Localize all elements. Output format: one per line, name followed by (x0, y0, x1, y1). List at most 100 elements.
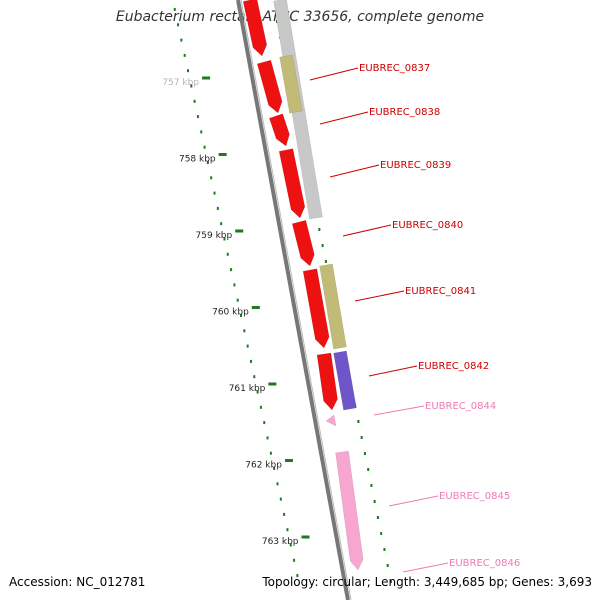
gene-labels: EUBREC_0837 EUBREC_0838 EUBREC_0839 EUBREC_… (359, 63, 520, 569)
gene-label[interactable]: EUBREC_0845 (439, 491, 510, 502)
cds-feature-olive (279, 54, 303, 114)
scale-dot (186, 69, 189, 73)
scale-dot (236, 298, 239, 302)
scale-dot (177, 23, 180, 27)
major-tick (301, 535, 310, 539)
scale-dot (246, 344, 249, 348)
scale-dot (256, 390, 259, 394)
genome-backbone (236, 0, 350, 600)
tick-label: 759 kbp (196, 231, 233, 241)
scale-dot (230, 268, 233, 272)
genome-summary: Topology: circular; Length: 3,449,685 bp… (262, 575, 592, 589)
cds-feature (291, 219, 315, 267)
outer-dot (386, 564, 389, 567)
leader-line (368, 365, 418, 377)
scale-dot (296, 574, 299, 578)
map-title: Eubacterium rectale ATCC 33656, complete… (115, 9, 485, 25)
outer-dot (376, 516, 379, 519)
scale-dot (173, 8, 176, 11)
tick-dots (173, 8, 299, 578)
tick-label: 762 kbp (245, 461, 282, 471)
outer-dot (380, 532, 383, 535)
scale-dot (233, 283, 236, 287)
gene-label[interactable]: EUBREC_0837 (359, 63, 430, 74)
scale-dot (196, 115, 199, 119)
outer-dot (357, 420, 360, 423)
cds-feature (269, 113, 290, 147)
cds-feature (242, 0, 268, 57)
scale-dot (206, 161, 209, 164)
tick-label: 761 kbp (229, 384, 266, 394)
cds-feature-olive (319, 263, 347, 350)
cds-feature-purple (333, 350, 357, 411)
gene-label[interactable]: EUBREC_0840 (392, 220, 463, 231)
leader-line (354, 290, 405, 302)
scale-dot (213, 191, 216, 195)
leader-lines (309, 67, 449, 573)
gene-label[interactable]: EUBREC_0846 (449, 558, 520, 569)
features (242, 0, 364, 571)
outer-dot (360, 436, 363, 439)
leader-line (402, 562, 449, 573)
scale-dot (253, 375, 256, 379)
scale-dot (193, 99, 196, 103)
tick-label: 763 kbp (262, 537, 299, 547)
leader-line (342, 224, 392, 237)
scale-dot (283, 512, 286, 516)
scale-dot (210, 176, 213, 180)
gene-label[interactable]: EUBREC_0841 (405, 286, 476, 297)
genome-backbone-highlight (240, 0, 352, 600)
tick-label: 760 kbp (212, 308, 249, 318)
scale-dot (266, 436, 269, 440)
leader-line (329, 164, 380, 178)
scale-dot (249, 359, 252, 363)
major-tick (235, 229, 244, 233)
cds-feature-pink (325, 414, 337, 427)
gene-label[interactable]: EUBREC_0844 (425, 401, 496, 412)
major-tick (284, 459, 293, 462)
leader-line (309, 67, 359, 81)
scale-dot (269, 451, 272, 455)
outer-dot (373, 500, 376, 503)
tick-label: 758 kbp (179, 155, 216, 165)
scale-dot (276, 482, 279, 486)
major-tick (251, 306, 260, 309)
leader-line (319, 111, 369, 125)
scale-dot (180, 38, 183, 42)
scale-dot (243, 329, 246, 333)
major-tick (202, 76, 211, 80)
cds-feature (278, 148, 306, 219)
gene-label[interactable]: EUBREC_0839 (380, 160, 451, 171)
scale-dot (183, 53, 186, 57)
scale-dot (263, 421, 266, 425)
cds-feature-pink (335, 450, 364, 571)
scale-dot (203, 145, 206, 149)
outer-dot (370, 484, 373, 487)
tick-label: 757 kbp (162, 78, 199, 88)
leader-line (373, 405, 425, 416)
leader-line (388, 495, 439, 507)
outer-dot (318, 228, 321, 231)
scale-dot (279, 497, 282, 501)
accession-text: Accession: NC_012781 (9, 575, 146, 589)
outer-dot (324, 260, 327, 263)
major-tick (218, 153, 227, 156)
scale-dot (240, 314, 243, 317)
outer-dot (383, 548, 386, 551)
scale-dot (200, 130, 203, 134)
tick-marks (202, 76, 310, 539)
outer-dot (321, 244, 324, 247)
scale-dot (226, 252, 229, 256)
scale-dot (216, 206, 219, 210)
gene-label[interactable]: EUBREC_0842 (418, 361, 489, 372)
outer-dot (363, 452, 366, 455)
scale-dot (190, 84, 193, 88)
cds-feature (302, 268, 330, 349)
scale-dot (220, 222, 223, 226)
scale-dot (259, 405, 262, 409)
scale-dot (293, 558, 296, 562)
gene-label[interactable]: EUBREC_0838 (369, 107, 440, 118)
cds-feature (316, 352, 338, 411)
outer-dot (367, 468, 370, 471)
